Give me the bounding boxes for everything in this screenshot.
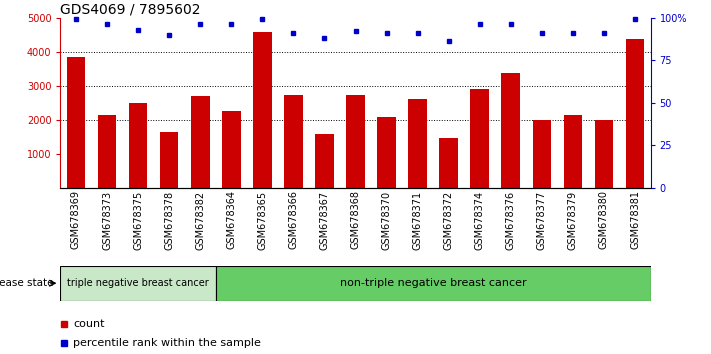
Bar [594,120,614,188]
Bar [439,138,458,188]
Bar [215,266,651,301]
Bar [564,115,582,188]
Bar [315,134,333,188]
Bar [67,57,85,188]
Bar [222,111,240,188]
Text: count: count [73,319,105,329]
Text: triple negative breast cancer: triple negative breast cancer [68,278,209,288]
Bar [253,32,272,188]
Bar [408,98,427,188]
Bar [346,95,365,188]
Bar [533,120,551,188]
Bar [129,103,147,188]
Bar [60,266,215,301]
Bar [191,96,210,188]
Text: GDS4069 / 7895602: GDS4069 / 7895602 [60,2,201,17]
Text: disease state: disease state [0,278,53,288]
Text: non-triple negative breast cancer: non-triple negative breast cancer [340,278,526,288]
Bar [97,115,117,188]
Bar [378,117,396,188]
Bar [501,73,520,188]
Bar [284,95,303,188]
Bar [471,90,489,188]
Bar [160,132,178,188]
Text: percentile rank within the sample: percentile rank within the sample [73,338,261,348]
Bar [626,39,644,188]
